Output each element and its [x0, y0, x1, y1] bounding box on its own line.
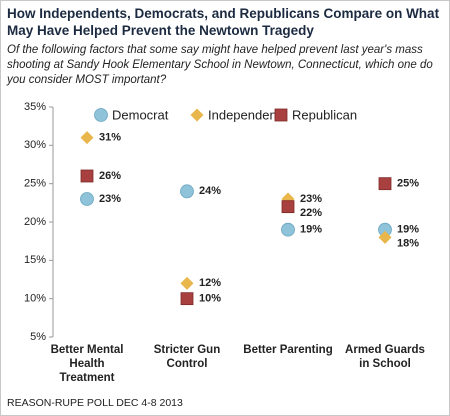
- data-label: 22%: [300, 207, 322, 219]
- data-label: 31%: [99, 132, 121, 144]
- x-tick-label: Better Mental Health Treatment: [50, 344, 124, 384]
- data-label: 26%: [99, 170, 121, 182]
- y-tick-label: 25%: [24, 178, 46, 190]
- y-tick-label: 35%: [24, 101, 46, 113]
- legend-label: Democrat: [112, 107, 169, 122]
- data-point: [80, 192, 94, 206]
- data-point: [180, 292, 194, 306]
- data-point: [180, 276, 194, 290]
- data-point: [281, 200, 295, 214]
- data-label: 23%: [99, 193, 121, 205]
- source-note: REASON-RUPE POLL DEC 4-8 2013: [7, 397, 183, 409]
- data-point: [281, 222, 295, 237]
- data-point: [80, 131, 94, 145]
- x-tick-label: Stricter Gun Control: [153, 344, 221, 370]
- legend-marker: [190, 108, 204, 122]
- x-tick-label: Armed Guards in School: [345, 344, 425, 370]
- legend-label: Republican: [292, 107, 357, 122]
- data-label: 23%: [300, 193, 322, 205]
- data-point: [378, 230, 392, 244]
- data-point: [180, 184, 194, 199]
- y-tick-label: 30%: [24, 139, 46, 151]
- y-tick-label: 15%: [24, 254, 46, 266]
- chart-subtitle: Of the following factors that some say m…: [7, 44, 433, 86]
- legend-marker: [94, 108, 108, 122]
- data-label: 19%: [300, 224, 322, 236]
- y-tick-label: 20%: [24, 216, 46, 228]
- y-tick-label: 10%: [24, 293, 46, 305]
- data-label: 24%: [199, 185, 221, 197]
- data-label: 12%: [199, 277, 221, 289]
- data-label: 25%: [397, 178, 419, 190]
- legend-marker: [274, 108, 288, 122]
- y-tick-label: 5%: [30, 331, 46, 343]
- chart-title: How Independents, Democrats, and Republi…: [7, 6, 440, 38]
- data-point: [378, 177, 392, 191]
- data-point: [80, 169, 94, 183]
- data-label: 10%: [199, 293, 221, 305]
- data-label: 18%: [397, 238, 419, 250]
- x-tick-label: Better Parenting: [243, 344, 333, 356]
- data-label: 19%: [397, 224, 419, 236]
- legend-label: Independent: [208, 107, 281, 122]
